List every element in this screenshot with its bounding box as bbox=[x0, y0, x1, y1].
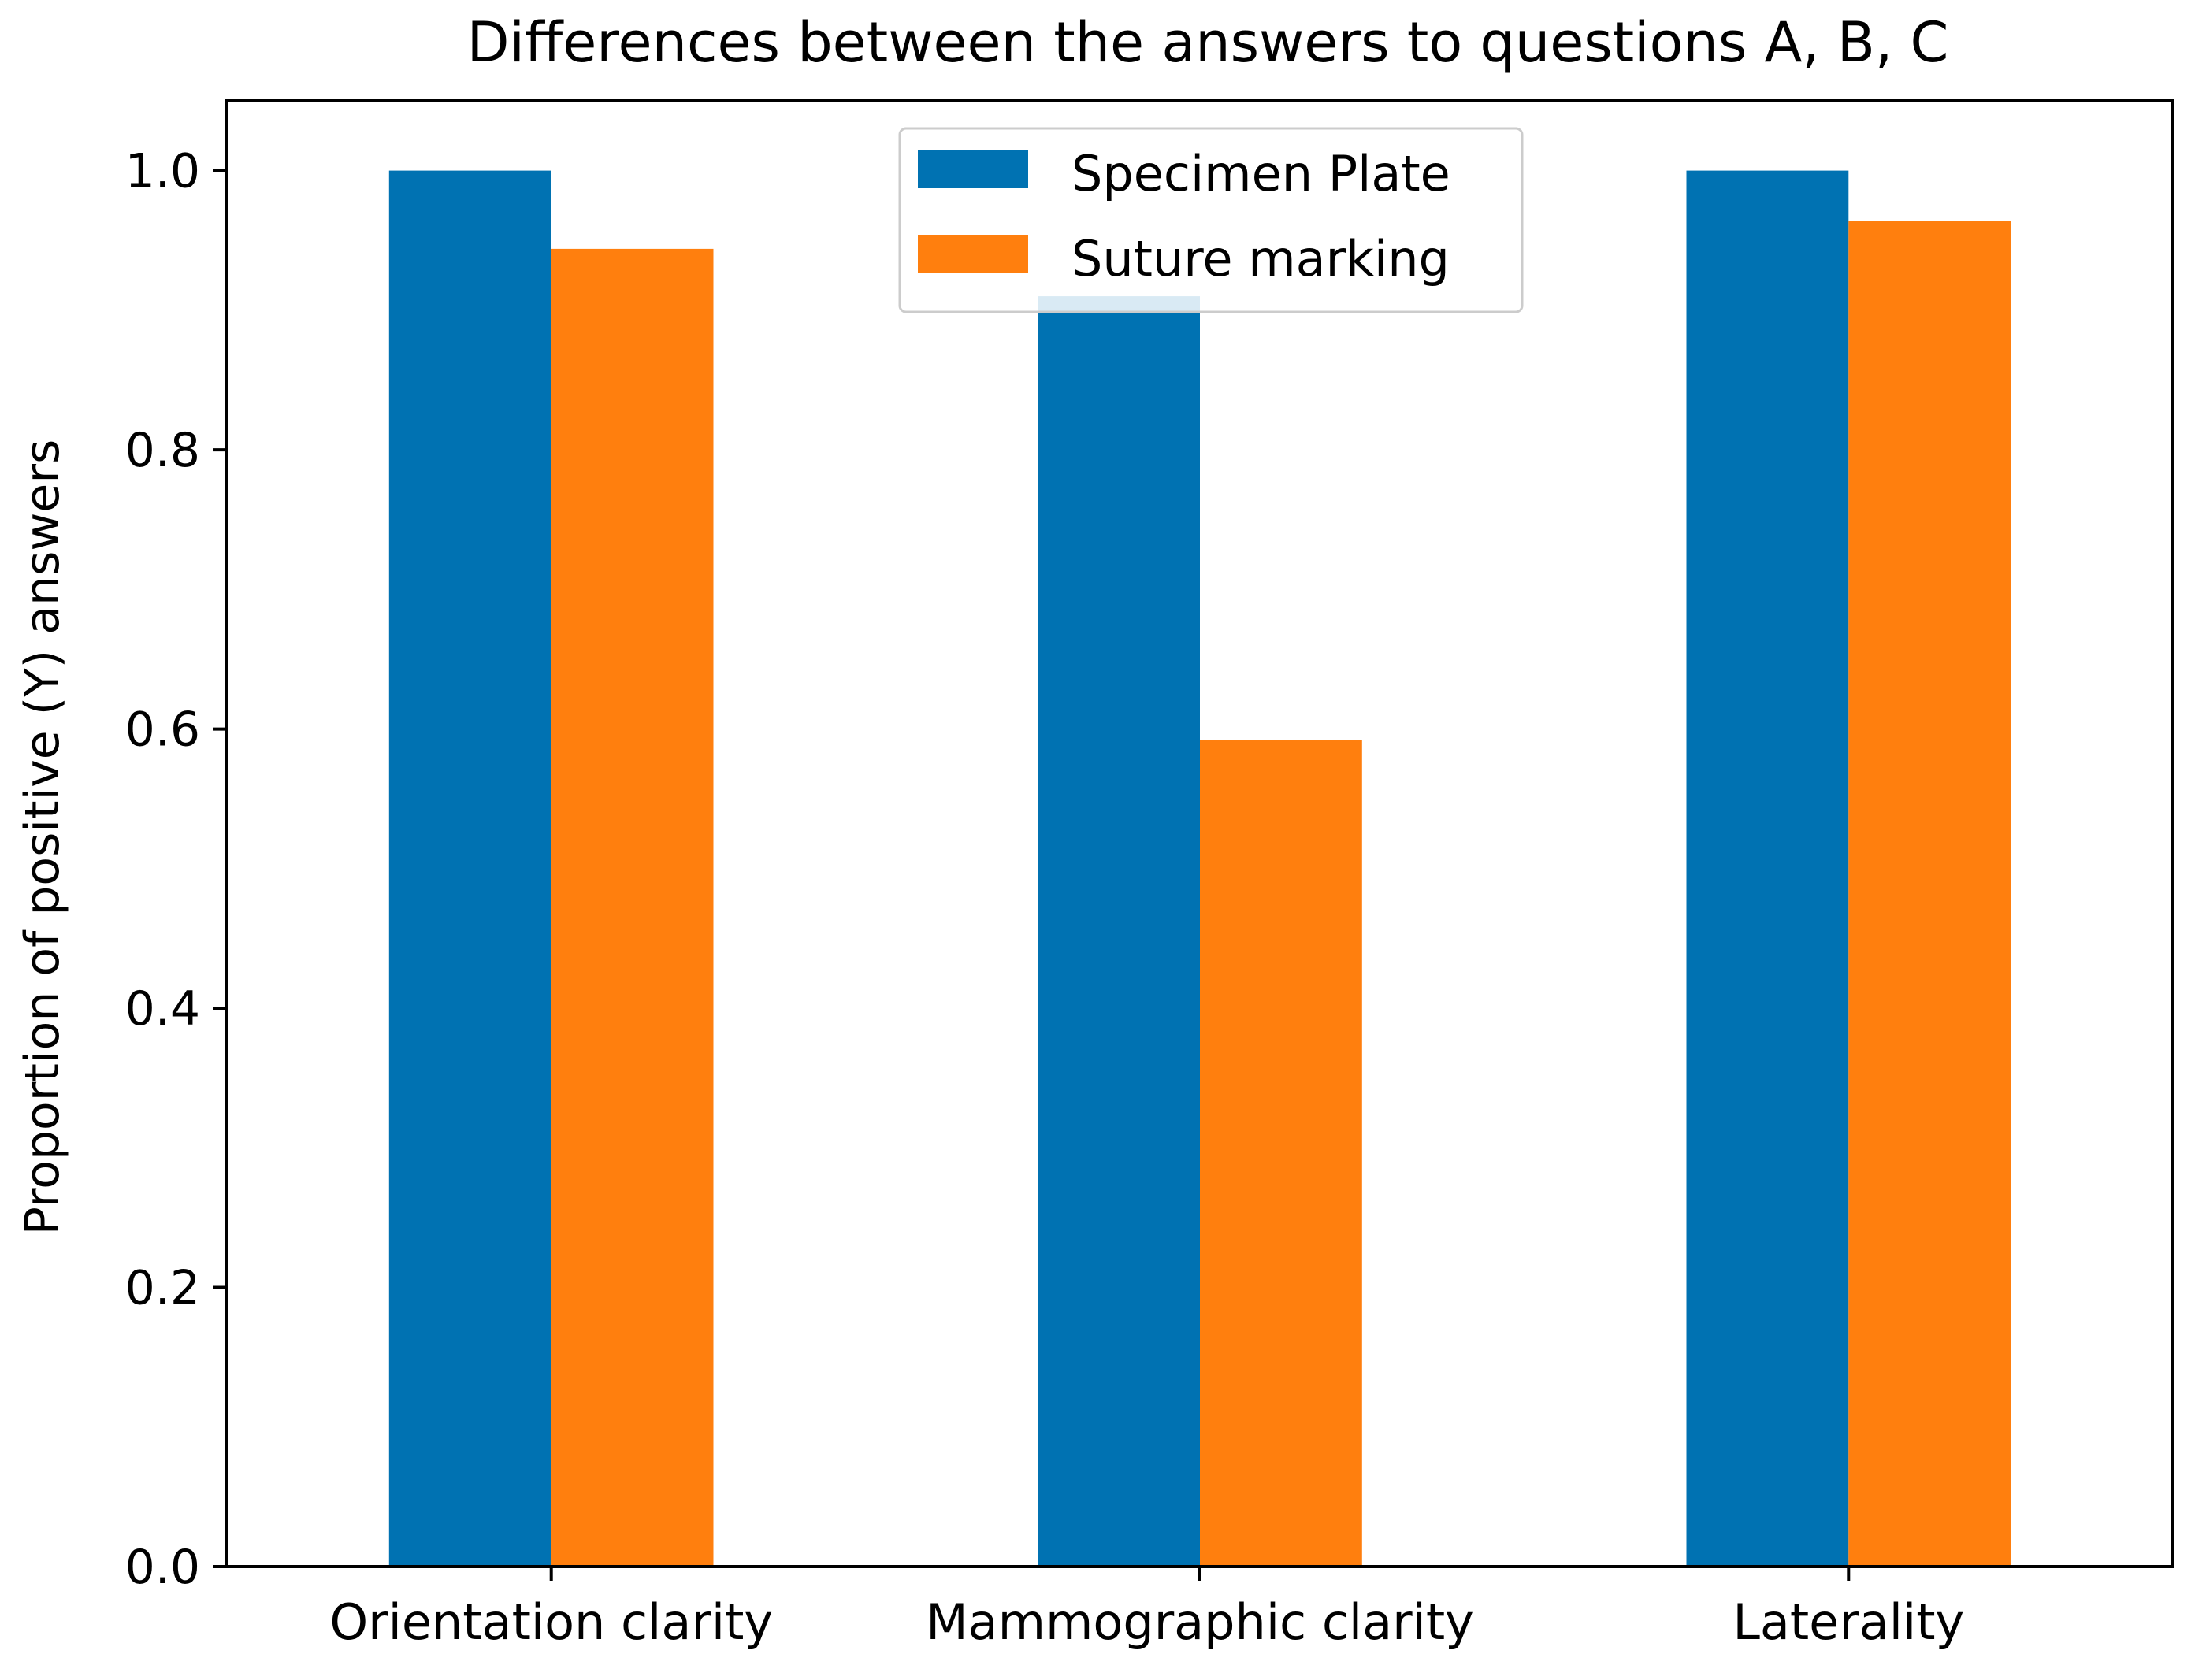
legend-label-suture-marking: Suture marking bbox=[1071, 230, 1450, 287]
y-tick-label: 0.2 bbox=[125, 1261, 200, 1316]
plot-frame bbox=[225, 99, 2174, 1568]
bar-specimen-plate-mammographic-clarity bbox=[1038, 296, 1200, 1567]
legend-box bbox=[898, 127, 1524, 313]
y-axis-label: Proportion of positive (Y) answers bbox=[15, 439, 70, 1235]
x-tick-label-mammographic-clarity: Mammographic clarity bbox=[926, 1593, 1474, 1651]
bar-specimen-plate-orientation-clarity bbox=[388, 170, 552, 1567]
legend-swatch-suture-marking bbox=[918, 235, 1028, 273]
x-tick-label-laterality: Laterality bbox=[1732, 1593, 1964, 1651]
legend: Specimen Plate Suture marking bbox=[898, 127, 1524, 313]
x-axis-ticks: Orientation clarity Mammographic clarity L… bbox=[329, 1567, 1964, 1651]
y-tick-label: 0.8 bbox=[125, 423, 200, 478]
y-tick-label: 0.4 bbox=[125, 981, 200, 1037]
x-tick-label-orientation-clarity: Orientation clarity bbox=[329, 1593, 773, 1651]
legend-label-specimen-plate: Specimen Plate bbox=[1071, 145, 1450, 202]
y-tick-label: 0.6 bbox=[125, 703, 200, 758]
y-tick-label: 0.0 bbox=[125, 1540, 200, 1595]
bar-suture-marking-orientation-clarity bbox=[551, 248, 714, 1567]
bar-specimen-plate-laterality bbox=[1686, 170, 1849, 1567]
chart-title: Differences between the answers to quest… bbox=[467, 10, 1949, 75]
legend-swatch-specimen-plate bbox=[918, 150, 1028, 188]
y-axis-ticks: 0.0 0.2 0.4 0.6 0.8 1.0 bbox=[125, 144, 227, 1595]
bars-layer bbox=[388, 170, 2011, 1567]
bar-suture-marking-laterality bbox=[1848, 221, 2011, 1567]
bar-suture-marking-mammographic-clarity bbox=[1200, 740, 1362, 1567]
y-tick-label: 1.0 bbox=[125, 144, 200, 199]
